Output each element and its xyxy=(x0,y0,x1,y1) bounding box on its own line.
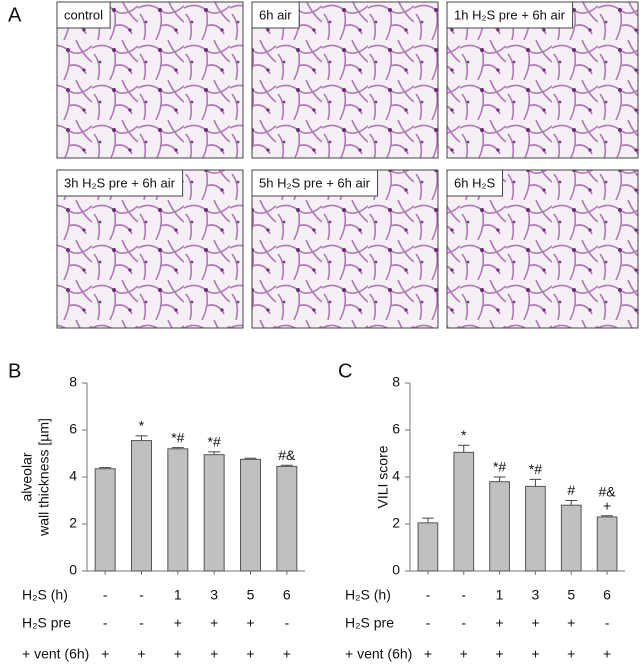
bar xyxy=(560,504,582,572)
image-label: 6h air xyxy=(259,7,292,22)
bar xyxy=(240,458,261,572)
condition-value: - xyxy=(284,615,289,631)
condition-label: + vent (6h) xyxy=(22,646,89,662)
y-axis-label: wall thickness [µm] xyxy=(36,418,52,537)
y-tick-label: 0 xyxy=(392,562,400,578)
image-label: control xyxy=(64,7,103,22)
significance-label: * xyxy=(461,427,467,443)
y-tick-label: 6 xyxy=(392,421,400,437)
y-tick-label: 8 xyxy=(392,374,400,390)
condition-value: + xyxy=(495,646,503,662)
bar xyxy=(417,522,439,572)
condition-label: H₂S (h) xyxy=(345,587,391,603)
panel-letter: A xyxy=(8,4,22,26)
condition-value: - xyxy=(461,615,466,631)
condition-value: 3 xyxy=(532,587,540,603)
condition-label: H₂S (h) xyxy=(22,587,68,603)
condition-value: 1 xyxy=(174,587,182,603)
bar xyxy=(203,454,225,572)
condition-value: - xyxy=(139,587,144,603)
condition-value: - xyxy=(139,615,144,631)
condition-value: 6 xyxy=(283,587,291,603)
condition-value: + xyxy=(246,646,254,662)
image-label-box xyxy=(56,1,111,29)
condition-value: + xyxy=(460,646,468,662)
significance-label: #& xyxy=(278,447,296,463)
y-axis-label: alveolar xyxy=(19,452,35,501)
y-tick-label: 4 xyxy=(69,468,77,484)
condition-value: 3 xyxy=(210,587,218,603)
y-tick-label: 4 xyxy=(392,468,400,484)
condition-value: + xyxy=(495,615,503,631)
significance-label: * xyxy=(139,418,145,434)
condition-value: - xyxy=(103,587,108,603)
image-label-box xyxy=(251,169,379,197)
image-label-box xyxy=(446,169,504,197)
bar xyxy=(94,468,116,572)
image-label: 1h H₂S pre + 6h air xyxy=(454,7,566,22)
condition-value: + xyxy=(246,615,254,631)
bar xyxy=(453,451,475,572)
condition-value: - xyxy=(605,615,610,631)
significance-label: *# xyxy=(493,459,506,475)
condition-value: - xyxy=(461,587,466,603)
condition-value: 1 xyxy=(496,587,504,603)
condition-label: + vent (6h) xyxy=(345,646,412,662)
bar xyxy=(167,448,189,572)
image-label-box xyxy=(251,1,300,29)
significance-label: #& xyxy=(599,483,617,499)
image-label: 3h H₂S pre + 6h air xyxy=(64,175,176,190)
y-axis-label: VILI score xyxy=(375,445,391,508)
condition-value: + xyxy=(210,646,218,662)
bar xyxy=(489,481,510,572)
y-tick-label: 6 xyxy=(69,421,77,437)
condition-value: + xyxy=(531,646,539,662)
condition-value: + xyxy=(603,646,611,662)
condition-value: - xyxy=(103,615,108,631)
significance-label: + xyxy=(603,497,611,513)
panel-letter: B xyxy=(8,360,21,382)
condition-label: H₂S pre xyxy=(345,615,394,631)
y-tick-label: 2 xyxy=(69,515,77,531)
condition-value: + xyxy=(137,646,145,662)
condition-value: + xyxy=(283,646,291,662)
condition-value: + xyxy=(101,646,109,662)
panel-letter: C xyxy=(338,360,352,382)
condition-value: - xyxy=(426,587,431,603)
image-label-box xyxy=(446,1,574,29)
condition-value: 5 xyxy=(247,587,255,603)
condition-value: + xyxy=(174,646,182,662)
significance-label: *# xyxy=(171,429,184,445)
condition-value: + xyxy=(174,615,182,631)
y-tick-label: 8 xyxy=(69,374,77,390)
condition-value: - xyxy=(426,615,431,631)
bar xyxy=(131,440,152,572)
condition-label: H₂S pre xyxy=(22,615,71,631)
bar xyxy=(596,516,618,572)
bar xyxy=(525,485,546,572)
image-label: 6h H₂S xyxy=(454,175,496,190)
condition-value: + xyxy=(210,615,218,631)
condition-value: 6 xyxy=(603,587,611,603)
significance-label: # xyxy=(567,482,575,498)
y-tick-label: 0 xyxy=(69,562,77,578)
image-label-box xyxy=(56,169,184,197)
condition-value: + xyxy=(567,646,575,662)
condition-value: 5 xyxy=(567,587,575,603)
significance-label: *# xyxy=(208,434,221,450)
condition-value: + xyxy=(531,615,539,631)
y-tick-label: 2 xyxy=(392,515,400,531)
condition-value: + xyxy=(424,646,432,662)
condition-value: + xyxy=(567,615,575,631)
significance-label: *# xyxy=(529,461,542,477)
bar xyxy=(276,465,298,572)
image-label: 5h H₂S pre + 6h air xyxy=(259,175,371,190)
